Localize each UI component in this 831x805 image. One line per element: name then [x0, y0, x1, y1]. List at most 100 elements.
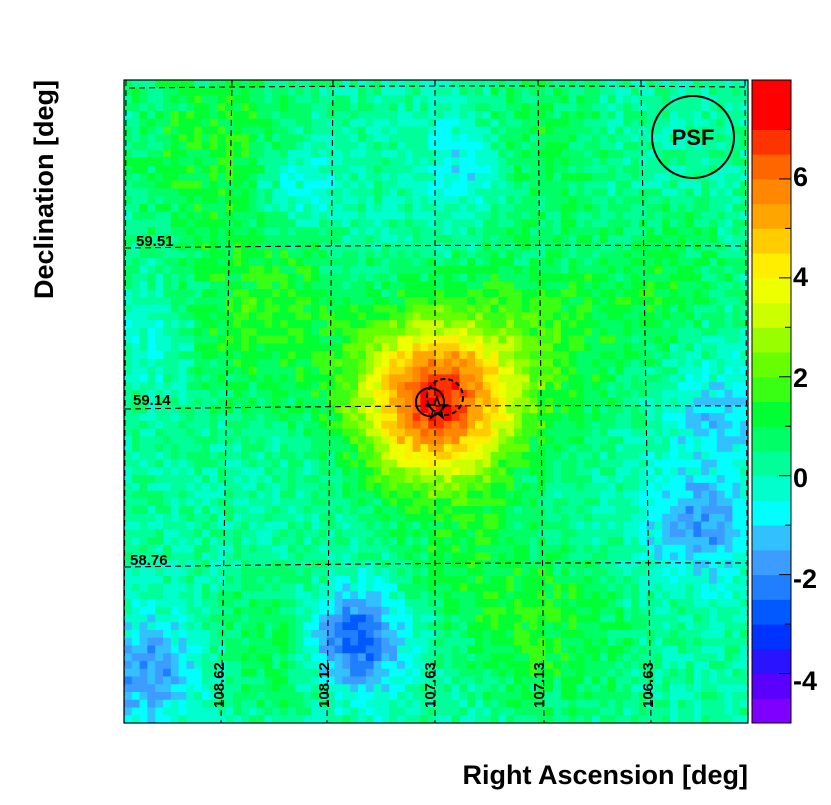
heatmap-cell — [716, 475, 726, 484]
heatmap-cell — [685, 544, 694, 554]
heatmap-cell — [326, 498, 336, 507]
heatmap-cell — [482, 343, 492, 352]
heatmap-cell — [693, 180, 702, 190]
heatmap-cell — [529, 118, 538, 128]
heatmap-cell — [381, 374, 390, 383]
heatmap-cell — [467, 366, 476, 375]
heatmap-cell — [576, 366, 585, 375]
heatmap-cell — [560, 95, 570, 104]
heatmap-cell — [420, 188, 429, 197]
heatmap-cell — [716, 134, 726, 143]
heatmap-cell — [685, 374, 694, 383]
heatmap-cell — [373, 265, 382, 275]
heatmap-cell — [342, 529, 351, 538]
heatmap-cell — [139, 413, 148, 422]
heatmap-cell — [334, 451, 343, 461]
heatmap-cell — [498, 196, 507, 205]
heatmap-cell — [553, 180, 562, 190]
heatmap-cell — [155, 513, 164, 523]
heatmap-cell — [670, 296, 679, 306]
heatmap-cell — [451, 126, 460, 135]
heatmap-cell — [287, 312, 297, 321]
heatmap-cell — [459, 382, 468, 391]
heatmap-cell — [646, 506, 655, 515]
heatmap-cell — [373, 296, 382, 306]
heatmap-cell — [451, 552, 460, 561]
heatmap-cell — [584, 118, 593, 128]
heatmap-cell — [506, 459, 515, 468]
heatmap-cell — [670, 529, 679, 538]
heatmap-cell — [631, 335, 640, 344]
heatmap-cell — [599, 320, 609, 329]
heatmap-cell — [311, 304, 320, 314]
heatmap-cell — [506, 87, 515, 97]
heatmap-cell — [568, 366, 577, 375]
heatmap-cell — [225, 250, 234, 259]
heatmap-cell — [303, 405, 312, 414]
heatmap-cell — [724, 513, 733, 523]
heatmap-cell — [264, 80, 273, 89]
heatmap-cell — [412, 537, 421, 546]
heatmap-cell — [334, 335, 343, 344]
heatmap-cell — [677, 273, 687, 283]
heatmap-cell — [139, 211, 148, 221]
heatmap-cell — [716, 211, 726, 221]
heatmap-cell — [241, 265, 250, 275]
heatmap-cell — [186, 552, 195, 561]
heatmap-cell — [350, 358, 359, 368]
heatmap-cell — [186, 413, 195, 422]
heatmap-cell — [646, 327, 655, 337]
heatmap-cell — [521, 188, 531, 197]
heatmap-cell — [545, 211, 554, 221]
heatmap-cell — [264, 110, 273, 120]
heatmap-cell — [498, 537, 507, 546]
heatmap-cell — [233, 103, 242, 112]
heatmap-cell — [350, 475, 359, 484]
heatmap-cell — [124, 475, 133, 484]
heatmap-cell — [560, 389, 570, 399]
heatmap-cell — [397, 273, 406, 283]
heatmap-cell — [264, 165, 273, 174]
heatmap-cell — [358, 544, 367, 554]
heatmap-cell — [545, 242, 554, 252]
heatmap-cell — [701, 482, 710, 492]
heatmap-cell — [365, 281, 375, 290]
heatmap-cell — [443, 165, 453, 174]
heatmap-cell — [233, 475, 242, 484]
heatmap-cell — [178, 258, 187, 267]
heatmap-cell — [553, 304, 562, 314]
heatmap-cell — [124, 80, 133, 89]
heatmap-cell — [709, 552, 718, 561]
heatmap-cell — [155, 203, 164, 213]
heatmap-cell — [124, 312, 133, 321]
heatmap-cell — [709, 134, 718, 143]
heatmap-cell — [537, 289, 546, 298]
heatmap-cell — [264, 172, 273, 182]
heatmap-cell — [443, 413, 453, 422]
heatmap-cell — [638, 420, 648, 430]
heatmap-cell — [467, 513, 476, 523]
heatmap-cell — [740, 273, 748, 283]
heatmap-cell — [482, 320, 492, 329]
heatmap-cell — [631, 544, 640, 554]
heatmap-cell — [599, 188, 609, 197]
heatmap-cell — [693, 203, 702, 213]
heatmap-cell — [740, 118, 748, 128]
heatmap-cell — [365, 95, 375, 104]
heatmap-cell — [584, 312, 593, 321]
heatmap-cell — [685, 475, 694, 484]
heatmap-cell — [131, 506, 141, 515]
heatmap-cell — [467, 436, 476, 445]
heatmap-cell — [607, 273, 616, 283]
heatmap-cell — [638, 126, 648, 135]
heatmap-cell — [685, 134, 694, 143]
heatmap-cell — [241, 506, 250, 515]
heatmap-cell — [381, 95, 390, 104]
heatmap-cell — [467, 258, 476, 267]
heatmap-cell — [147, 498, 156, 507]
heatmap-cell — [334, 188, 343, 197]
heatmap-cell — [350, 203, 359, 213]
heatmap-cell — [264, 234, 273, 244]
heatmap-cell — [186, 475, 195, 484]
heatmap-cell — [280, 273, 289, 283]
